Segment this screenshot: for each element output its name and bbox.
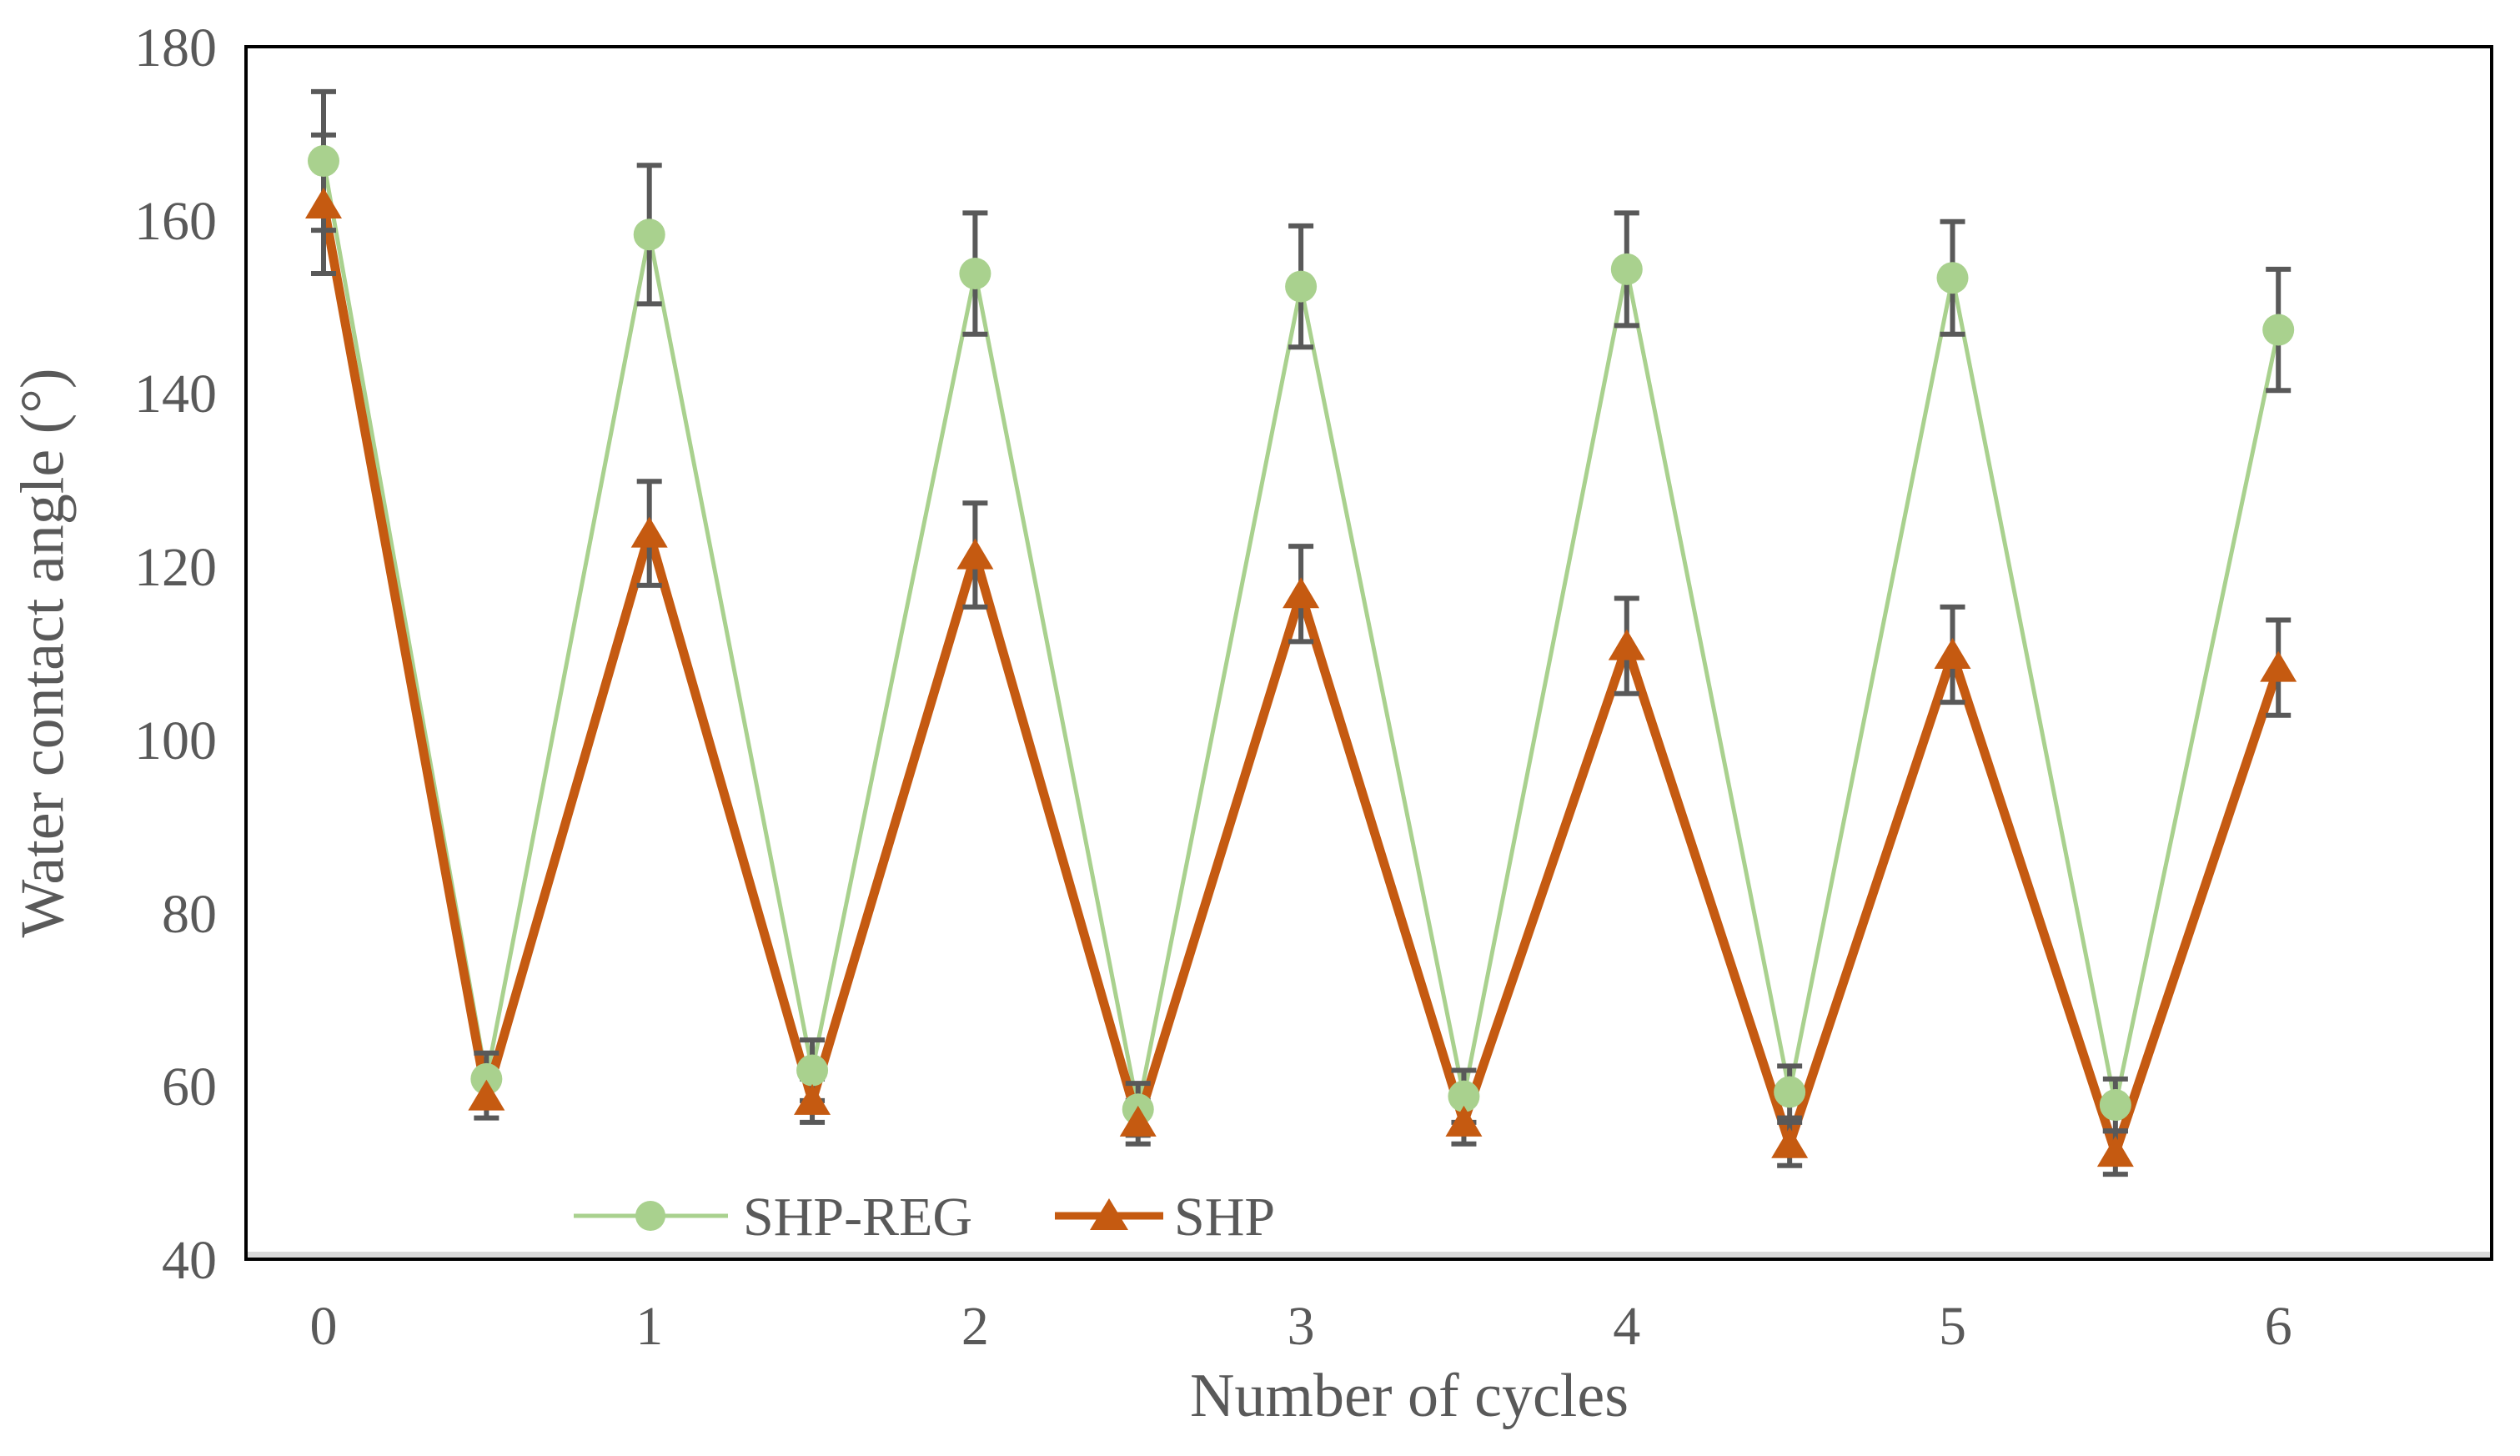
legend-label-shp: SHP	[1174, 1187, 1275, 1248]
x-tick-label: 5	[1939, 1296, 1966, 1357]
marker-triangle-SHP	[468, 1079, 505, 1111]
marker-triangle-SHP	[2096, 1136, 2134, 1167]
marker-triangle-SHP	[1283, 577, 1320, 609]
marker-triangle-SHP	[956, 538, 994, 570]
marker-circle-SHP-REG	[1448, 1080, 1480, 1112]
legend-circle-icon	[635, 1201, 665, 1231]
x-axis-title: Number of cycles	[1189, 1362, 1629, 1430]
marker-triangle-SHP	[2260, 650, 2297, 682]
marker-circle-SHP-REG	[633, 218, 665, 251]
marker-circle-SHP-REG	[2099, 1089, 2131, 1122]
legend: SHP-REG SHP	[574, 1187, 1275, 1248]
y-tick-label: 80	[162, 883, 217, 945]
marker-triangle-SHP	[630, 516, 668, 548]
x-tick-label: 3	[1287, 1296, 1315, 1357]
y-tick-label: 100	[134, 710, 217, 771]
marker-circle-SHP-REG	[959, 258, 991, 290]
y-tick-label: 140	[134, 364, 217, 425]
marker-circle-SHP-REG	[1774, 1076, 1806, 1108]
y-tick-label: 40	[162, 1230, 217, 1291]
marker-triangle-SHP	[1608, 629, 1645, 660]
y-tick-label: 160	[134, 190, 217, 252]
marker-circle-SHP-REG	[2262, 314, 2295, 346]
x-tick-label: 2	[961, 1296, 989, 1357]
marker-triangle-SHP	[794, 1083, 831, 1115]
x-tick-label: 4	[1613, 1296, 1641, 1357]
marker-circle-SHP-REG	[1610, 253, 1643, 285]
plot-area: SHP-REG SHP	[246, 88, 2492, 1258]
marker-circle-SHP-REG	[1285, 270, 1318, 303]
marker-triangle-SHP	[1934, 638, 1971, 669]
y-tick-label: 180	[134, 18, 217, 78]
marker-circle-SHP-REG	[470, 1062, 503, 1095]
marker-triangle-SHP	[1119, 1105, 1157, 1137]
y-tick-label: 60	[162, 1057, 217, 1118]
marker-triangle-SHP	[1445, 1105, 1483, 1137]
marker-triangle-SHP	[305, 187, 342, 218]
x-tick-label: 6	[2264, 1296, 2292, 1357]
marker-circle-SHP-REG	[308, 145, 339, 178]
marker-circle-SHP-REG	[1936, 262, 1969, 294]
y-tick-label: 120	[134, 537, 217, 599]
x-tick-label: 1	[635, 1296, 664, 1357]
legend-label-shp-reg: SHP-REG	[743, 1187, 972, 1248]
x-tick-label: 0	[309, 1296, 338, 1357]
legend-triangle-icon	[1090, 1198, 1128, 1230]
marker-triangle-SHP	[1771, 1127, 1809, 1158]
marker-circle-SHP-REG	[796, 1054, 829, 1087]
y-axis-title: Water contact angle (°)	[8, 368, 78, 938]
